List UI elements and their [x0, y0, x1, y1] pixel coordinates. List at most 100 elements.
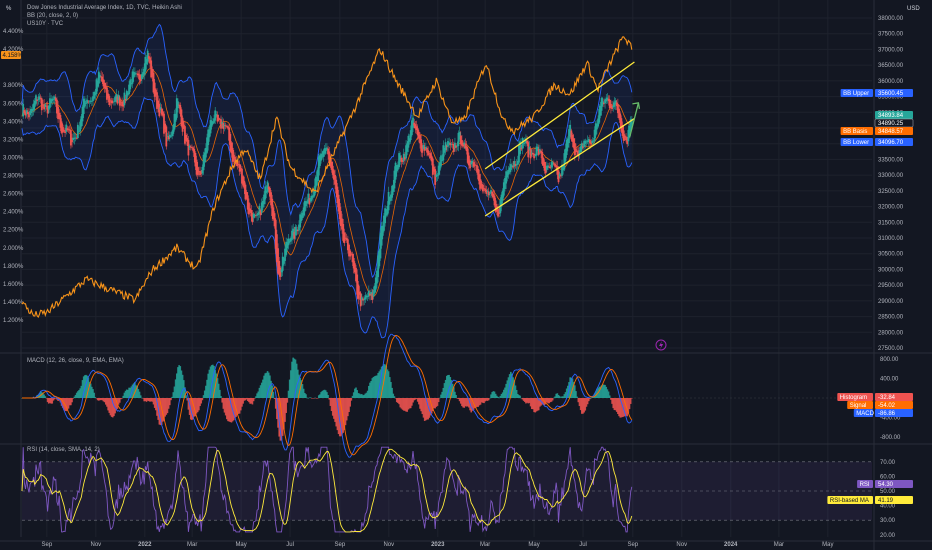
candle-body [73, 137, 76, 139]
time-axis[interactable]: Sep Nov 2022 Mar May Jul Sep Nov 2023 Mar May Jul Se… [42, 542, 834, 548]
candle-body [267, 186, 270, 190]
candle-body [256, 214, 258, 216]
candle-body [436, 174, 439, 176]
left-axis-unit[interactable]: % [6, 6, 12, 12]
candle-body [180, 109, 183, 127]
macd-histogram-bar [319, 394, 321, 398]
candle-body [296, 230, 299, 232]
candle-body [343, 232, 346, 244]
macd-histogram-bar [583, 398, 585, 413]
macd-histogram-bar [487, 398, 490, 401]
candle-body [629, 119, 632, 131]
macd-histogram-bar [605, 386, 608, 398]
bb-legend[interactable]: BB (20, close, 2, 0) [27, 13, 79, 19]
left-price-axis[interactable]: 4.400% 4.200% 3.800% 3.600% 3.400% 3.200% 3.00… [3, 29, 24, 324]
macd-histogram-bar [455, 395, 457, 398]
macd-histogram-bar [384, 364, 386, 398]
macd-histogram-bar [54, 398, 57, 399]
trend-channel-drawings[interactable] [484, 61, 641, 217]
lightning-icon[interactable] [655, 339, 667, 351]
candle-body [328, 151, 331, 163]
macd-histogram-bar [579, 398, 582, 411]
candle-body [244, 184, 247, 200]
macd-histogram-bar [266, 371, 269, 398]
macd-histogram-bar [258, 387, 261, 398]
macd-histogram-bar [362, 395, 364, 398]
macd-legend[interactable]: MACD (12, 26, close, 9, EMA, EMA) [27, 358, 124, 364]
projection-arrow-head [632, 102, 641, 109]
macd-value-tag-value-box [875, 409, 913, 417]
candle-body [359, 293, 362, 307]
macd-histogram-bar [534, 398, 537, 413]
candle-body [451, 144, 454, 145]
candle-body [298, 224, 300, 231]
macd-histogram-bar [576, 396, 578, 398]
macd-histogram-bar [210, 365, 213, 398]
macd-histogram-bar [150, 398, 152, 402]
candle-body [56, 99, 58, 114]
macd-histogram-bar [473, 398, 476, 409]
us10y-line [21, 36, 633, 318]
macd-histogram-bar [527, 398, 530, 404]
candle-body [613, 102, 616, 107]
rsi-legend[interactable]: RSI (14, close, SMA, 14, 2) [27, 447, 100, 453]
macd-histogram-bar [330, 398, 333, 412]
candle-body [208, 129, 211, 138]
candle-body [209, 120, 212, 134]
macd-histogram-bar [240, 398, 242, 411]
symbol-title[interactable]: Dow Jones Industrial Average Index, 1D, … [27, 5, 182, 11]
candle-body [211, 121, 214, 124]
rsi-pane [21, 446, 872, 533]
candle-body [365, 295, 368, 298]
macd-histogram-bar [324, 390, 327, 398]
macd-histogram-bar [412, 398, 414, 403]
yield-tick-label: 2.600% [3, 192, 24, 198]
candle-body [563, 153, 566, 170]
macd-histogram-bar [192, 398, 194, 420]
macd-histogram-bar [355, 387, 357, 398]
candle-body [29, 110, 32, 116]
candle-body [565, 139, 568, 156]
macd-histogram-bar [39, 391, 42, 398]
candle-body [447, 141, 449, 147]
right-price-axis[interactable]: 38000.00 37500.00 37000.00 36500.00 36000.00… [878, 16, 904, 539]
candle-body [243, 180, 246, 189]
macd-histogram-bar [484, 398, 487, 402]
macd-histogram-bar [207, 373, 210, 398]
candle-body [498, 212, 501, 214]
candle-body [322, 150, 325, 157]
macd-histogram-bar [309, 397, 312, 398]
us10y-legend[interactable]: US10Y · TVC [27, 21, 64, 27]
right-axis-currency[interactable]: USD [907, 6, 920, 12]
candle-body [477, 168, 480, 180]
macd-histogram-bar [53, 398, 56, 400]
time-tick-label: Nov [676, 542, 687, 548]
macd-histogram-bar [273, 398, 276, 399]
time-tick-label: Jul [286, 542, 294, 548]
candle-body [334, 174, 336, 185]
macd-histogram-bar [439, 397, 441, 399]
candle-body [579, 146, 582, 153]
macd-histogram-bar [234, 398, 236, 418]
macd-histogram-bar [336, 398, 339, 431]
macd-histogram-bar [513, 380, 516, 398]
macd-histogram-bar [149, 398, 151, 402]
macd-histogram-bar [173, 386, 176, 398]
time-tick-label: Nov [383, 542, 394, 548]
macd-histogram-bar [558, 396, 561, 398]
candle-body [450, 143, 453, 145]
candle-body [370, 291, 373, 295]
candle-body [184, 126, 186, 144]
candle-body [128, 84, 130, 95]
macd-histogram-bar [422, 398, 425, 418]
macd-histogram-bar [114, 398, 116, 414]
candle-body [392, 185, 395, 192]
candle-body [215, 114, 218, 116]
candle-body [486, 191, 489, 192]
candle-body [160, 108, 163, 115]
candle-body [101, 76, 104, 83]
macd-histogram-bar [220, 396, 222, 398]
candle-body [30, 109, 33, 114]
macd-histogram-bar [52, 398, 55, 401]
